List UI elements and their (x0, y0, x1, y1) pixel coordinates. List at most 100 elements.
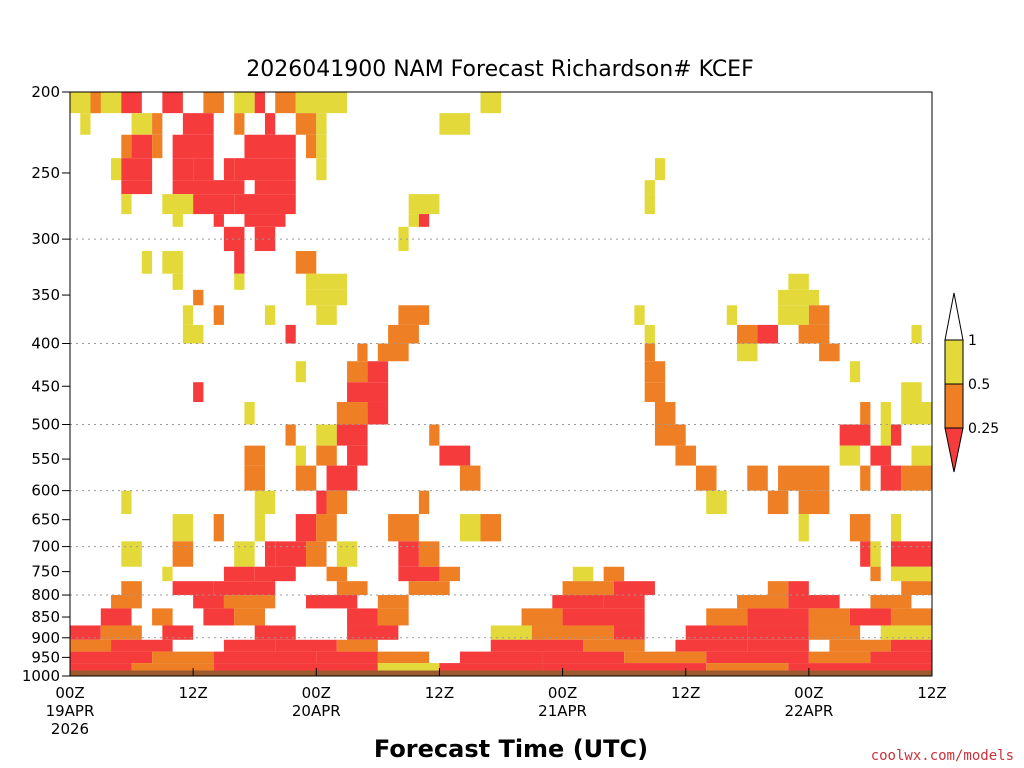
legend-top-arrow (944, 292, 964, 341)
ri-cell (213, 305, 224, 325)
ri-cell (264, 305, 276, 325)
legend-swatch (944, 427, 964, 473)
ri-cell (890, 424, 902, 446)
ri-cell (172, 273, 183, 290)
ri-cell (254, 566, 296, 582)
ri-cell (162, 251, 183, 274)
ri-cell (439, 566, 460, 582)
ri-cell (70, 639, 112, 652)
ri-cell (675, 639, 748, 652)
ri-cell (306, 541, 327, 567)
ri-cell (706, 490, 727, 515)
y-tick-label: 350 (31, 286, 60, 304)
ri-cell (347, 361, 368, 383)
ri-cell (234, 92, 255, 114)
ri-cell (890, 541, 932, 567)
x-tick-label: 00Z (548, 684, 577, 702)
ri-cell (706, 651, 809, 664)
ri-cell (223, 226, 245, 252)
ri-cell (80, 113, 91, 135)
ri-cell (203, 608, 235, 626)
ri-cell (223, 158, 235, 181)
legend-label: 0.25 (968, 421, 999, 437)
ri-cell (398, 305, 430, 325)
ri-cell (306, 595, 358, 609)
x-axis-title: Forecast Time (UTC) (374, 735, 648, 763)
y-tick-label: 800 (31, 586, 60, 604)
y-tick-label: 200 (31, 83, 60, 101)
ri-cell (644, 180, 655, 195)
ri-cell (213, 581, 276, 596)
ri-cell (860, 465, 871, 491)
ri-cell (890, 639, 932, 652)
ri-cell (644, 324, 655, 344)
ri-cell (654, 158, 666, 181)
ri-cell (542, 663, 707, 671)
ri-cell (336, 402, 368, 425)
ri-cell (234, 251, 245, 274)
ri-cell (295, 514, 317, 542)
ri-cell (121, 158, 153, 181)
ri-cell (347, 625, 399, 640)
ri-cell (572, 566, 594, 582)
ri-cell (234, 194, 296, 215)
ri-cell (675, 445, 696, 466)
y-tick-label: 500 (31, 415, 60, 433)
ri-cell (111, 158, 122, 181)
ri-cell (254, 92, 265, 114)
plot-frame (69, 91, 933, 677)
ri-cell (377, 651, 430, 664)
x-tick-label: 20APR (292, 702, 341, 720)
ri-cell (121, 581, 142, 596)
ri-cell (603, 566, 625, 582)
ri-cell (839, 445, 861, 466)
ri-cell (275, 541, 307, 567)
x-tick-label: 22APR (784, 702, 833, 720)
ri-cell (213, 214, 224, 227)
legend-label: 0.5 (968, 377, 990, 393)
ri-cell (562, 608, 645, 626)
ri-cell (131, 134, 153, 159)
ri-cell (880, 625, 932, 640)
ri-cell (162, 625, 194, 640)
ri-cell (880, 465, 902, 491)
y-tick-label: 600 (31, 482, 60, 500)
ri-cell (870, 541, 881, 567)
ri-cell (326, 490, 348, 515)
ri-cell (244, 465, 265, 491)
ri-cell (685, 625, 748, 640)
ri-cell (747, 608, 809, 626)
ri-cell (490, 639, 584, 652)
ri-cell (480, 514, 501, 542)
ri-cell (131, 113, 153, 135)
y-tick-label: 950 (31, 648, 60, 666)
ground-fill (70, 670, 932, 676)
ri-cell (182, 324, 204, 344)
ri-cell (131, 663, 214, 671)
ri-cell (870, 566, 881, 582)
ri-cell (377, 608, 409, 626)
ri-cell (695, 465, 717, 491)
ri-cell (223, 639, 276, 652)
ri-cell (306, 289, 348, 306)
ri-cell (819, 343, 840, 362)
ri-cell (172, 158, 194, 181)
ri-cell (347, 608, 378, 626)
x-tick-label: 12Z (917, 684, 946, 702)
ri-cell (70, 663, 132, 671)
ri-cell (778, 305, 809, 325)
ri-cell (747, 625, 809, 640)
ri-cell (254, 490, 276, 515)
x-tick-label: 19APR (46, 702, 95, 720)
ri-cell (172, 581, 214, 596)
ri-cell (234, 541, 255, 567)
ri-cell (613, 625, 645, 640)
ri-cell (911, 445, 932, 466)
ri-cell (172, 134, 214, 159)
ri-cell (100, 625, 142, 640)
ri-cell (316, 113, 327, 135)
ri-cell (849, 514, 871, 542)
x-tick-label: 00Z (794, 684, 823, 702)
y-tick-label: 700 (31, 538, 60, 556)
ri-cell (203, 92, 224, 114)
